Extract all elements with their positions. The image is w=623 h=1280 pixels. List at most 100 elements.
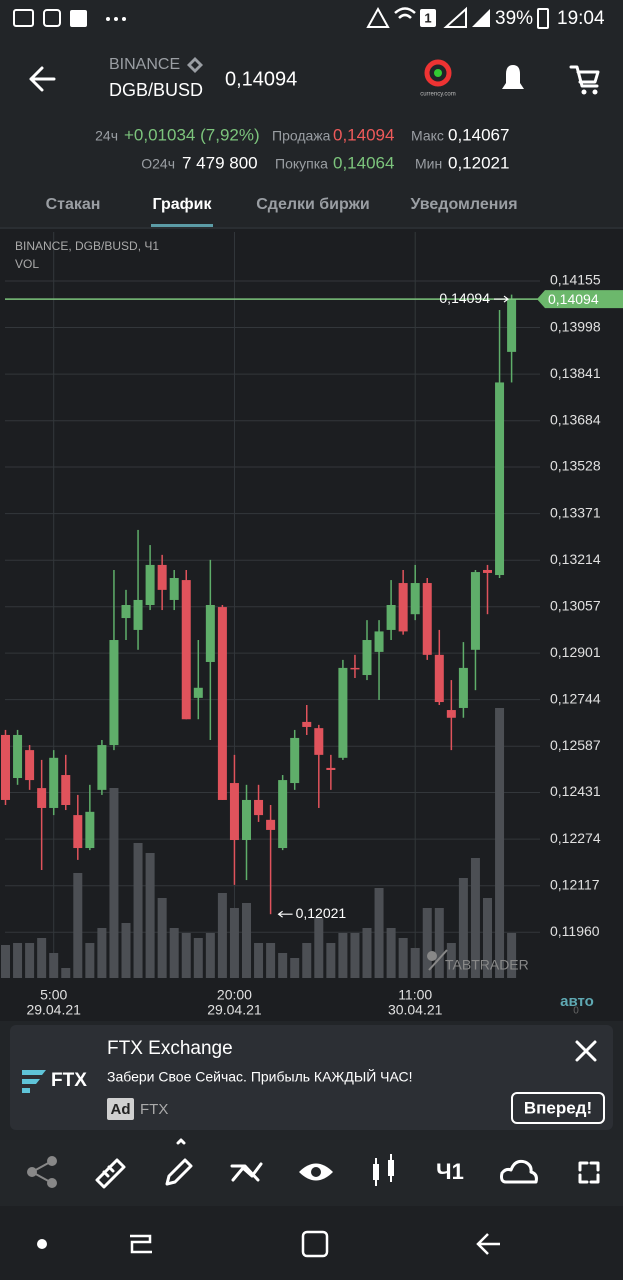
indicators-button[interactable] (230, 1162, 263, 1182)
candle-body (193, 687, 203, 698)
interval-button[interactable]: Ч1 (436, 1159, 464, 1184)
y-tick-label: 0,12587 (550, 737, 601, 753)
ad-button[interactable] (511, 1092, 605, 1124)
battery-level: 39% (495, 8, 533, 29)
candle-body (254, 799, 264, 816)
y-tick-label: 0,13214 (550, 551, 601, 567)
tab[interactable]: Стакан (46, 196, 101, 213)
candle-body (446, 710, 456, 718)
auto-scale-button[interactable]: авто (560, 993, 594, 1010)
volume-bar (121, 923, 131, 978)
tab[interactable]: Сделки биржи (256, 196, 370, 213)
candle-body (338, 667, 348, 758)
status-bar: 1 39% 19:04 (13, 6, 605, 29)
candle-body (1, 734, 10, 800)
candle-body (145, 564, 155, 605)
candle-body (314, 728, 324, 755)
stats: 24ч +0,01034 (7,92%) Продажа 0,14094 Мак… (95, 125, 509, 172)
candle-body (97, 745, 107, 790)
volume-bar (302, 943, 312, 978)
x-tick-date: 30.04.21 (388, 1002, 443, 1018)
last-price-tag-label: 0,14094 (548, 291, 599, 307)
candle-body (434, 654, 444, 703)
y-tick-label: 0,13057 (550, 597, 601, 613)
x-tick-date: 29.04.21 (207, 1002, 262, 1018)
volume-bar (290, 958, 300, 978)
volume-bar (314, 918, 324, 978)
partner-caption: currency.com (420, 92, 456, 98)
buy-value: 0,14064 (333, 153, 394, 172)
candle-body (398, 583, 408, 632)
status-icon (366, 6, 390, 28)
stat-label: Мин (415, 156, 442, 172)
volume-bar (85, 943, 95, 978)
y-tick-label: 0,11960 (550, 923, 600, 939)
ad-logo: FTX (51, 1070, 87, 1091)
volume-bar (470, 858, 480, 978)
ad-close[interactable] (575, 1040, 597, 1062)
ad-button-label[interactable]: Вперед! (524, 1098, 592, 1117)
nav-dot[interactable] (37, 1239, 47, 1249)
nav-recents[interactable] (130, 1234, 152, 1254)
y-tick-label: 0,14155 (550, 272, 601, 288)
ruler-button[interactable] (95, 1158, 126, 1189)
volume-bar (266, 943, 276, 978)
back-button[interactable] (29, 66, 56, 92)
wifi-icon (394, 7, 416, 19)
x-tick-label: 11:00 (398, 987, 432, 1003)
chart: 0,14155 0,13998 0,13841 0,13684 0,13528 0,133… (1, 232, 623, 1018)
volume-value: 7 479 800 (182, 153, 258, 172)
sell-value: 0,14094 (333, 125, 394, 144)
y-tick-label: 0,12274 (550, 830, 601, 846)
draw-button[interactable] (165, 1138, 193, 1186)
tabs: Стакан График Сделки биржи Уведомления (46, 196, 518, 227)
partner-logo-dot (434, 69, 442, 77)
volume-bar (181, 933, 191, 978)
stat-label: Покупка (275, 156, 328, 172)
header-price: 0,14094 (225, 68, 297, 90)
chart-type-button[interactable] (373, 1154, 394, 1186)
candle-body (133, 599, 143, 630)
signal-icon (472, 9, 490, 27)
alert-button[interactable] (502, 65, 524, 89)
nav-home[interactable] (301, 1230, 329, 1258)
stat-label: 24ч (95, 128, 118, 144)
stat-label: O24ч (141, 156, 175, 172)
y-tick-label: 0,12901 (550, 644, 601, 660)
cart-button[interactable] (569, 65, 600, 88)
tab[interactable]: График (153, 196, 213, 213)
stat-label: Продажа (272, 128, 331, 144)
cloud-button[interactable] (500, 1159, 538, 1184)
ad-advertiser: FTX (140, 1101, 168, 1118)
volume-bar (109, 788, 119, 978)
cart-wheel (581, 89, 587, 95)
candle-body (266, 819, 276, 830)
partner-logo[interactable] (424, 59, 452, 87)
share-button[interactable] (27, 1156, 57, 1188)
cart-wheel (592, 89, 598, 95)
status-dot (106, 17, 110, 21)
volume-bar (362, 928, 372, 978)
candle-body (121, 605, 131, 619)
nav-back[interactable] (476, 1233, 500, 1255)
view-button-pupil (311, 1167, 321, 1177)
volume-bar (338, 933, 348, 978)
volume-bar (398, 938, 408, 978)
clock: 19:04 (557, 8, 605, 29)
volume-bar (350, 933, 360, 978)
status-dot (114, 17, 118, 21)
volume-bar (386, 928, 396, 978)
volume-bar (217, 893, 227, 978)
tab[interactable]: Уведомления (410, 196, 517, 213)
x-tick-date: 29.04.21 (26, 1002, 81, 1018)
status-icon (43, 9, 61, 27)
stat-label: Макс (411, 128, 444, 144)
y-tick-label: 0,13684 (550, 411, 601, 427)
fullscreen-button[interactable] (578, 1161, 600, 1184)
volume-bar (145, 853, 155, 978)
ad-card[interactable] (10, 1025, 613, 1130)
volume-bar (242, 903, 251, 978)
watermark: TABTRADER (445, 957, 529, 973)
status-icon (70, 10, 87, 27)
